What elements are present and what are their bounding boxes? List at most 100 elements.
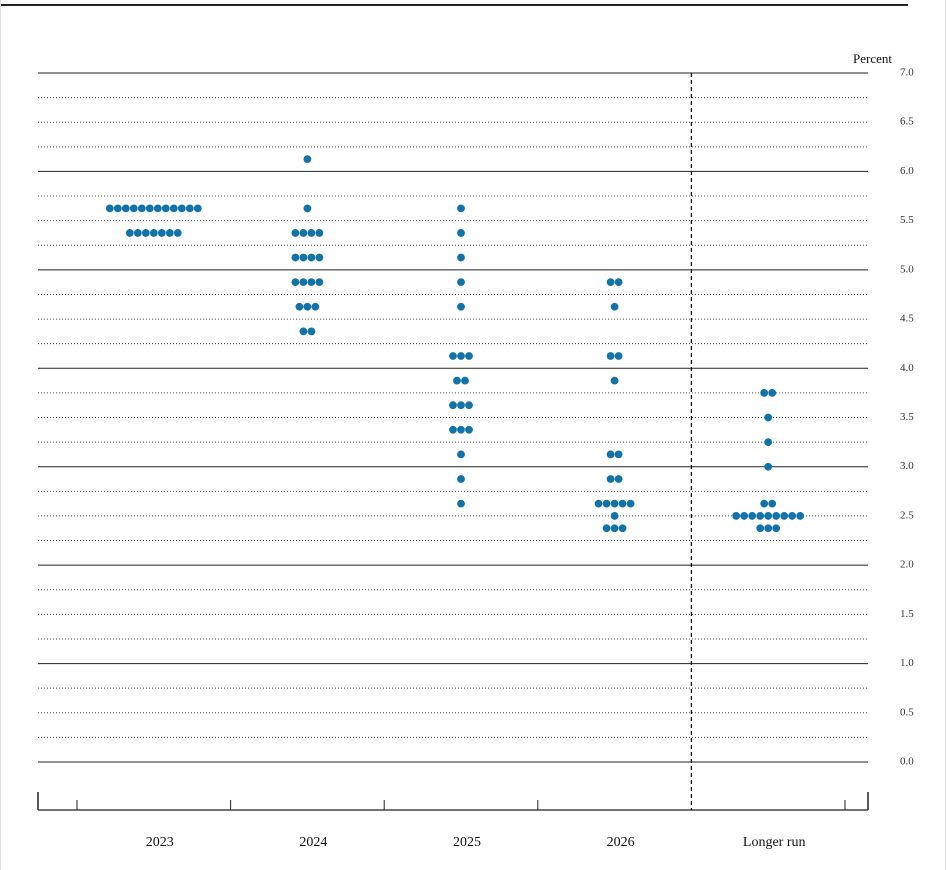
- dot: [606, 352, 615, 360]
- y-tick-label: 4.0: [900, 362, 914, 374]
- dot: [772, 512, 781, 520]
- dot: [121, 204, 130, 213]
- y-tick-label: 3.5: [900, 411, 914, 423]
- dot: [610, 302, 619, 311]
- dot: [780, 512, 789, 520]
- y-axis-label: Percent: [853, 51, 892, 66]
- y-tick-label: 0.0: [900, 756, 914, 768]
- dot: [764, 524, 773, 533]
- dot: [756, 512, 765, 520]
- dot: [618, 524, 627, 533]
- dot: [764, 462, 773, 471]
- dot: [756, 524, 765, 533]
- dot: [105, 204, 114, 213]
- dot: [626, 499, 635, 508]
- dot: [449, 425, 457, 434]
- dot: [748, 512, 757, 520]
- dot: [772, 524, 781, 533]
- dot: [299, 253, 308, 262]
- dot: [768, 499, 777, 508]
- dot: [602, 499, 611, 508]
- dot: [740, 512, 749, 520]
- y-tick-label: 5.5: [900, 214, 914, 226]
- dot: [461, 376, 469, 385]
- dot: [457, 401, 465, 410]
- x-tick-label: 2026: [607, 835, 635, 850]
- y-tick-label: 7.0: [900, 67, 914, 79]
- dot: [610, 512, 619, 520]
- dot: [141, 229, 150, 237]
- dot: [113, 204, 122, 213]
- dot: [610, 499, 619, 508]
- y-tick-label: 6.5: [900, 116, 914, 128]
- dot: [764, 438, 773, 447]
- dot: [465, 401, 473, 410]
- dot: [457, 229, 465, 237]
- dot: [161, 204, 170, 213]
- dot: [307, 229, 316, 237]
- dot: [457, 450, 465, 459]
- dot: [307, 278, 316, 287]
- dot: [177, 204, 186, 213]
- dot: [173, 229, 182, 237]
- y-tick-label: 2.5: [900, 509, 914, 521]
- dot: [594, 499, 603, 508]
- dot: [764, 413, 773, 422]
- y-tick-label: 6.0: [900, 165, 914, 177]
- dot: [614, 450, 623, 459]
- dot: [145, 204, 154, 213]
- dot: [618, 499, 627, 508]
- dot: [299, 327, 308, 336]
- dot: [614, 475, 623, 483]
- dot: [291, 229, 300, 237]
- dot: [299, 278, 308, 287]
- y-tick-label: 0.5: [900, 706, 914, 718]
- dot: [291, 278, 300, 287]
- dot: [606, 450, 615, 459]
- dot: [303, 155, 312, 164]
- dot: [465, 425, 473, 434]
- dot: [457, 475, 465, 483]
- dot: [137, 204, 146, 213]
- x-tick-label: 2025: [453, 835, 481, 850]
- dot: [457, 352, 465, 360]
- dot: [449, 352, 457, 360]
- y-tick-label: 1.0: [900, 657, 914, 669]
- dot: [295, 302, 304, 311]
- dot: [193, 204, 202, 213]
- x-tick-label: 2024: [299, 835, 327, 850]
- dot: [165, 229, 174, 237]
- y-tick-label: 3.0: [900, 460, 914, 472]
- y-tick-label: 5.0: [900, 263, 914, 275]
- dot: [732, 512, 741, 520]
- dot: [453, 376, 461, 385]
- dot: [311, 302, 320, 311]
- y-tick-label: 4.5: [900, 313, 914, 325]
- dot: [449, 401, 457, 410]
- dot: [796, 512, 805, 520]
- dot: [768, 388, 777, 397]
- y-tick-label: 1.5: [900, 608, 914, 620]
- dot: [315, 253, 324, 262]
- x-tick-label: Longer run: [743, 835, 806, 850]
- dot: [788, 512, 797, 520]
- dot: [153, 204, 162, 213]
- dot: [457, 499, 465, 508]
- dot: [185, 204, 194, 213]
- dot: [610, 376, 619, 385]
- dot: [614, 278, 623, 287]
- dot: [303, 204, 312, 213]
- dot: [291, 253, 300, 262]
- dot: [465, 352, 473, 360]
- dot: [760, 388, 769, 397]
- dot: [457, 425, 465, 434]
- dot: [457, 204, 465, 213]
- dot: [614, 352, 623, 360]
- dot: [315, 229, 324, 237]
- dot: [169, 204, 178, 213]
- dot: [764, 512, 773, 520]
- dot: [129, 204, 138, 213]
- dot: [457, 278, 465, 287]
- dot: [303, 302, 312, 311]
